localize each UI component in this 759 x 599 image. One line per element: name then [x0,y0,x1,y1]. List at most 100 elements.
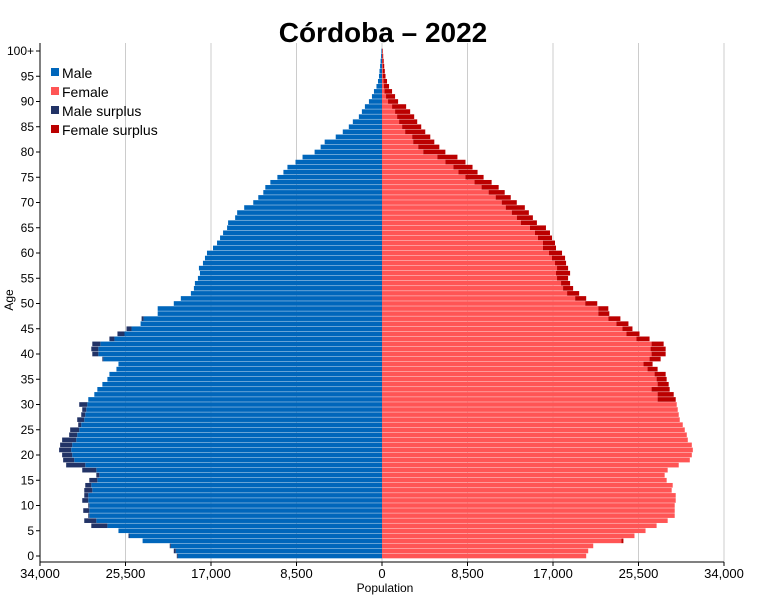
bar-female-age-12 [382,493,676,498]
bar-female-surplus-age-85 [402,124,422,130]
bar-female-age-80 [382,149,424,155]
bar-female-age-92 [382,89,385,94]
bar-female-surplus-age-97 [382,63,385,69]
bar-male-age-49 [157,306,382,311]
y-tick-label: 65 [21,221,35,235]
bar-female-surplus-age-99 [382,53,384,59]
y-tick-label: 95 [21,69,35,83]
bar-male-age-14 [91,482,383,488]
bar-female-age-25 [382,427,685,433]
bar-male-age-46 [140,321,382,327]
bar-male-surplus-age-17 [82,467,97,473]
bar-female-surplus-age-92 [384,89,393,94]
bar-male-age-24 [77,432,382,438]
bar-female-surplus-age-47 [608,316,621,321]
bar-male-age-63 [220,235,382,241]
bar-male-surplus-age-0 [176,553,178,559]
bar-female-age-40 [382,351,652,357]
bar-female-age-72 [382,190,489,195]
bar-male-age-8 [89,513,382,518]
y-tick-label: 30 [21,398,35,412]
bar-male-surplus-age-22 [60,442,73,448]
x-tick-label: 8,500 [451,566,484,581]
bar-male-age-78 [295,159,382,165]
bar-female-surplus-age-82 [413,139,435,145]
bar-female-age-61 [382,245,543,251]
bar-female-surplus-age-71 [495,195,511,200]
bar-female-age-13 [382,488,672,493]
bar-female-age-48 [382,311,599,316]
bar-female-age-91 [382,94,387,99]
bar-male-age-90 [368,99,382,104]
bar-female-age-57 [382,265,558,271]
bar-female-age-82 [382,139,414,145]
bar-female-surplus-age-44 [626,331,640,337]
bar-female-age-69 [382,205,506,210]
bar-male-age-68 [237,210,382,215]
y-tick-label: 55 [21,271,35,285]
bar-male-age-86 [352,119,382,125]
bar-female-age-26 [382,422,683,428]
bar-male-age-85 [348,124,382,130]
bar-female-age-1 [382,548,589,554]
bar-male-age-29 [86,407,382,412]
y-tick-label: 15 [21,473,35,487]
bar-female-age-90 [382,99,389,104]
bar-male-age-32 [94,392,382,397]
bar-male-age-3 [142,538,382,544]
bar-female-surplus-age-35 [656,376,667,382]
bar-male-age-94 [377,78,382,84]
bar-female-age-86 [382,119,400,125]
bar-male-age-58 [202,260,382,266]
bar-male-age-100 [381,48,382,54]
bar-female-surplus-age-3 [621,538,624,544]
bar-male-age-56 [199,270,382,276]
bar-female-surplus-age-69 [505,205,525,210]
bar-female-age-78 [382,159,446,165]
bar-male-age-97 [380,63,382,69]
bar-female-surplus-age-64 [534,230,550,236]
bar-female-age-38 [382,361,644,367]
legend-label-male: Male [62,65,93,81]
bar-female-age-27 [382,417,680,422]
bar-male-surplus-age-41 [91,346,99,352]
bar-female-age-81 [382,144,419,150]
bar-male-age-30 [87,402,382,407]
bar-female-age-67 [382,215,517,220]
bar-female-age-54 [382,280,562,286]
bar-female-age-75 [382,174,466,180]
bar-female-surplus-age-63 [537,235,552,241]
bar-female-surplus-age-54 [561,280,571,286]
bar-male-surplus-age-20 [62,452,73,458]
bar-female-surplus-age-32 [657,392,674,397]
bar-female-surplus-age-36 [654,371,666,377]
bar-female-surplus-age-55 [557,275,569,281]
bar-male-age-77 [287,164,382,170]
bar-female-age-83 [382,134,413,140]
bar-male-surplus-age-29 [82,407,87,412]
bar-female-surplus-age-42 [651,341,664,347]
bar-female-age-20 [382,452,692,458]
bar-female-surplus-age-56 [556,270,571,276]
bar-female-age-36 [382,371,655,377]
bar-female-surplus-age-87 [397,114,415,119]
bar-male-age-67 [235,215,382,220]
bar-female-age-50 [382,301,586,306]
bar-male-age-37 [116,366,383,372]
bar-female-age-41 [382,346,651,352]
bar-female-surplus-age-60 [548,250,563,256]
bar-female-age-9 [382,508,675,513]
bar-male-age-13 [92,488,383,493]
bar-female-surplus-age-94 [383,78,388,84]
bar-female-age-55 [382,275,558,281]
bar-male-age-52 [190,291,382,296]
bar-female-age-68 [382,210,512,215]
bar-male-surplus-age-6 [91,523,108,529]
bar-male-age-89 [364,104,382,109]
bar-male-surplus-age-2 [169,543,171,549]
bar-male-age-36 [109,371,382,377]
bar-male-age-17 [96,467,383,473]
bar-male-age-48 [157,311,382,316]
